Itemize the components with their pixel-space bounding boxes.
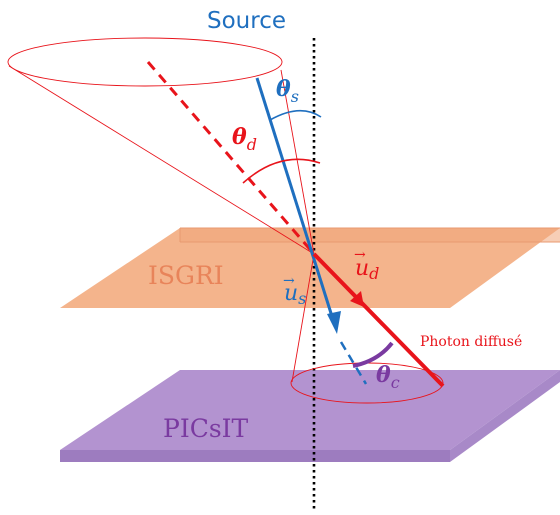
theta-d-label: θd [232,124,257,154]
red-arrowhead [350,291,364,307]
isgri-side-face [180,228,560,242]
source-cone [7,37,315,255]
blue-dashed-extension [339,341,368,385]
picsit-plate [60,370,560,462]
isgri-top-face [60,228,560,308]
picsit-label: PICsIT [163,414,249,443]
red-scattered-photon [312,252,445,388]
svg-text:us: us [284,281,306,308]
svg-text:→: → [354,247,366,263]
svg-text:ud: ud [355,256,379,283]
svg-text:→: → [283,273,295,289]
picsit-front-face [60,450,450,462]
source-cone-ellipse [7,37,283,87]
u-d-label: → ud [354,247,379,283]
picsit-top-face [60,370,560,450]
blue-arrowhead [327,311,341,334]
isgri-label: ISGRI [148,261,224,290]
scatter-cone-left-edge [291,253,315,383]
u-s-label: → us [283,273,306,308]
theta-s-label: θs [276,76,299,106]
theta-d-arc [242,158,321,184]
theta-c-label: θc [376,362,400,392]
isgri-plate [60,227,560,308]
red-dashed-axis [146,61,316,255]
picsit-side-face [450,370,560,462]
source-label: Source [207,8,286,34]
theta-c-arc [352,341,394,368]
source-cone-right-edge [280,69,315,255]
theta-s-arc [269,109,322,121]
photon-diffuse-label: Photon diffusé [420,334,522,350]
source-cone-left-edge [8,65,315,255]
